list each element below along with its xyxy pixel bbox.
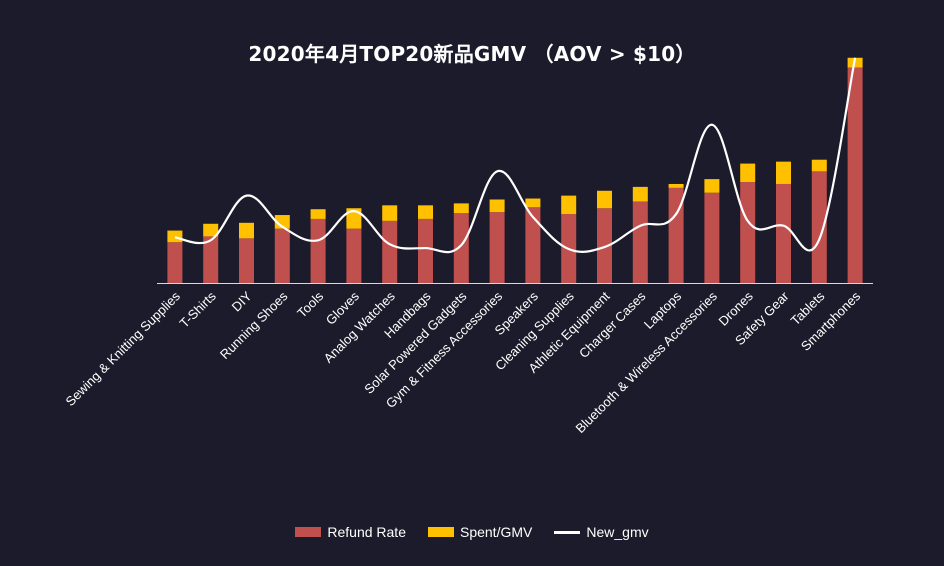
chart-legend: Refund Rate Spent/GMV New_gmv [0,524,944,540]
bar-refund-rate [203,236,219,283]
chart-title: 2020年4月TOP20新品GMV （AOV > $10） [248,42,696,66]
legend-swatch-spent-gmv [427,527,454,537]
bar-spent-gmv [310,209,326,219]
legend-label-new-gmv: New_gmv [586,524,649,540]
bar-spent-gmv [203,223,219,237]
legend-swatch-refund-rate [295,527,322,537]
bar-refund-rate [597,208,612,283]
bar-spent-gmv [525,198,541,208]
bar-spent-gmv [811,159,827,172]
bar-refund-rate [274,228,290,283]
bar-refund-rate [776,183,791,283]
bar-spent-gmv [632,186,648,202]
bar-refund-rate [453,213,469,283]
bar-spent-gmv [239,222,254,239]
bar-refund-rate [668,187,684,283]
bar-spent-gmv [597,190,612,209]
legend-swatch-new-gmv [554,530,581,534]
bar-spent-gmv [668,183,684,188]
bar-refund-rate [740,182,756,283]
bar-spent-gmv [704,179,720,193]
bar-refund-rate [418,218,433,283]
bar-refund-rate [489,212,505,283]
bar-spent-gmv [418,205,433,219]
bar-spent-gmv [561,195,577,215]
bar-refund-rate [346,228,362,283]
bar-refund-rate [632,201,648,283]
legend-item-new-gmv: New_gmv [554,524,649,540]
x-tick-label: T-Shirts [177,288,220,331]
bar-spent-gmv [453,203,469,214]
series-line-new-gmv [174,57,857,254]
bar-refund-rate [310,218,326,283]
legend-label-spent-gmv: Spent/GMV [459,524,533,540]
x-tick-label: DIY [229,288,255,314]
bar-refund-rate [847,67,863,283]
bar-refund-rate [239,238,254,283]
bar-spent-gmv [489,199,505,213]
bar-refund-rate [704,192,720,283]
x-tick-label: Tools [294,288,326,320]
bar-spent-gmv [382,205,398,221]
bar-spent-gmv [346,208,362,229]
legend-item-refund-rate: Refund Rate [295,524,406,540]
bar-spent-gmv [740,163,756,183]
x-tick-label: Sewing & Knitting Supplies [63,288,184,409]
bar-refund-rate [525,207,541,283]
legend-item-spent-gmv: Spent/GMV [427,524,533,540]
bar-refund-rate [382,220,398,283]
bar-spent-gmv [167,230,183,243]
bar-spent-gmv [776,161,791,184]
bar-spent-gmv [274,215,290,229]
bar-refund-rate [811,171,827,283]
bar-refund-rate [167,242,183,283]
legend-label-refund-rate: Refund Rate [327,524,406,540]
